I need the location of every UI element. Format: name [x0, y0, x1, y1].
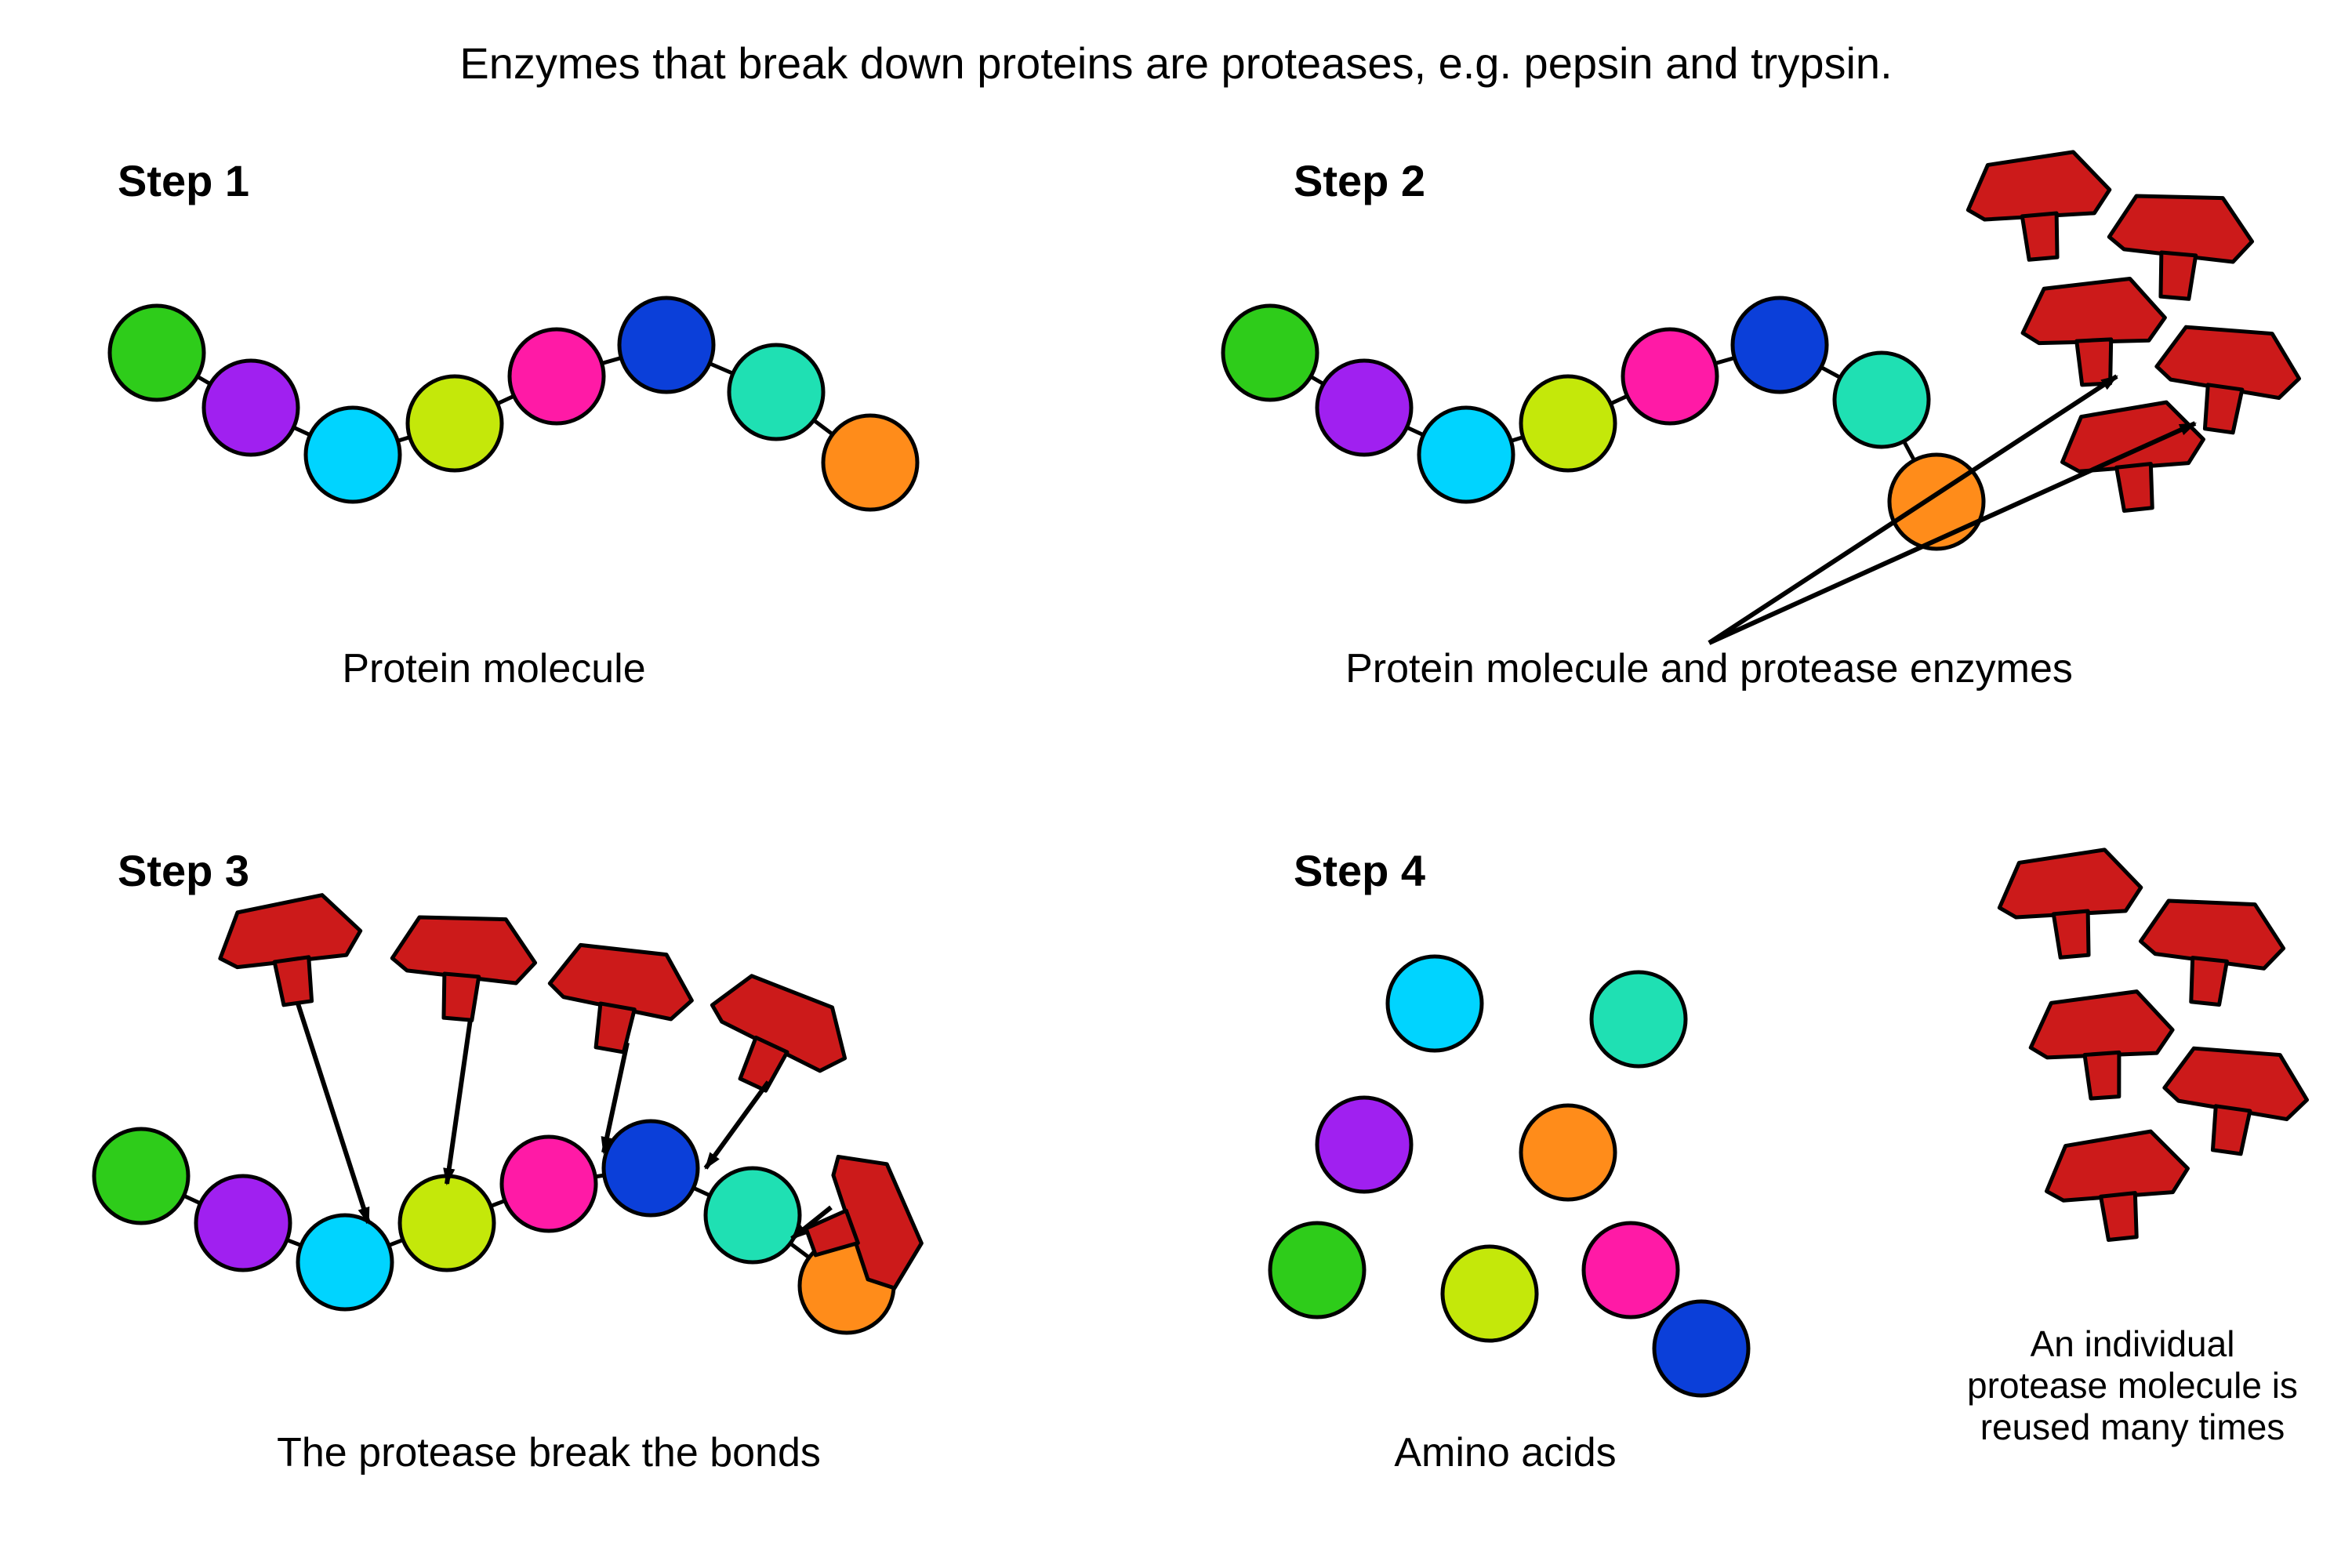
amino-acid [619, 298, 713, 392]
step4-enzymes [1995, 847, 2313, 1246]
amino-acid [1317, 1098, 1411, 1192]
step2-label: Step 2 [1294, 156, 1425, 205]
arrow [706, 1082, 768, 1168]
amino-acid [306, 408, 400, 502]
amino-acid [94, 1129, 188, 1223]
amino-acid [729, 345, 823, 439]
amino-acid [1223, 306, 1317, 400]
step3-label: Step 3 [118, 846, 249, 895]
amino-acid [1733, 298, 1827, 392]
amino-acid [408, 376, 502, 470]
amino-acid [1592, 972, 1686, 1066]
protease-enzyme-icon [2157, 1040, 2313, 1162]
step4-amino-acids [1270, 956, 1748, 1396]
amino-acid [1419, 408, 1513, 502]
amino-acid [400, 1176, 494, 1270]
protease-enzyme-icon [213, 891, 369, 1013]
protease-enzyme-icon [2020, 277, 2169, 387]
step2-caption: Protein molecule and protease enzymes [1345, 646, 2073, 691]
step4-caption: Amino acids [1394, 1430, 1616, 1475]
amino-acid [1388, 956, 1482, 1051]
protease-enzyme-icon [2057, 399, 2210, 517]
amino-acid [706, 1168, 800, 1262]
protease-enzyme-icon [2042, 1128, 2194, 1246]
step1-protein-chain [110, 298, 917, 510]
amino-acid [1521, 1105, 1615, 1200]
arrow [298, 1004, 368, 1223]
amino-acid [196, 1176, 290, 1270]
amino-acid [1654, 1301, 1748, 1396]
amino-acid [1443, 1247, 1537, 1341]
step4-note: An individualprotease molecule isreused … [1967, 1323, 2298, 1447]
step3-protein-chain [94, 1121, 894, 1333]
protease-enzyme-icon [2135, 893, 2288, 1011]
protease-enzyme-icon [540, 935, 699, 1062]
amino-acid [1270, 1223, 1364, 1317]
step1-label: Step 1 [118, 156, 249, 205]
amino-acid [1889, 455, 1984, 549]
protease-enzyme-icon [1995, 847, 2147, 962]
amino-acid [1835, 353, 1929, 447]
step2-protein-chain [1223, 298, 1984, 549]
protease-enzyme-icon [2027, 989, 2177, 1102]
step2-enzymes [1964, 149, 2305, 517]
amino-acid [298, 1215, 392, 1309]
page-title: Enzymes that break down proteins are pro… [459, 38, 1892, 88]
amino-acid [823, 416, 917, 510]
arrow [447, 1019, 470, 1184]
step3-caption: The protease break the bonds [277, 1430, 821, 1475]
protease-enzyme-icon [387, 909, 539, 1025]
protease-enzyme-icon [1964, 149, 2115, 264]
amino-acid [502, 1137, 596, 1231]
amino-acid [510, 329, 604, 423]
amino-acid [604, 1121, 698, 1215]
step1-caption: Protein molecule [342, 646, 645, 691]
amino-acid [204, 361, 298, 455]
amino-acid [1584, 1223, 1678, 1317]
amino-acid [1623, 329, 1717, 423]
amino-acid [110, 306, 204, 400]
protease-enzyme-icon [689, 961, 862, 1116]
amino-acid [1317, 361, 1411, 455]
amino-acid [1521, 376, 1615, 470]
step4-label: Step 4 [1294, 846, 1425, 895]
